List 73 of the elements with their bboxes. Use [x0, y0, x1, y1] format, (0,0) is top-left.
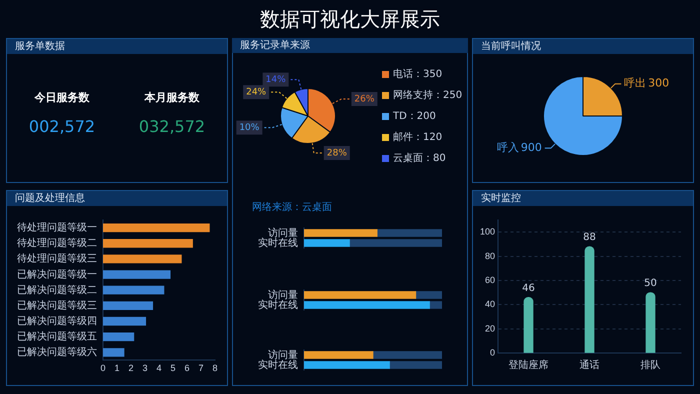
y-tick-label: 80: [485, 250, 496, 261]
chart-title: 服务记录单来源: [232, 38, 468, 53]
y-tick-label: 已解决问题等级三: [17, 299, 97, 312]
text: 10%: [239, 122, 260, 133]
bar: [103, 270, 171, 279]
bar: [103, 286, 164, 294]
slice-label: 呼出: [624, 76, 646, 90]
y-tick-label: 已解决问题等级五: [17, 330, 97, 343]
y-tick-label: 已解决问题等级六: [17, 346, 97, 358]
legend-label: 邮件：120: [393, 130, 442, 144]
x-tick-label: 登陆座席: [508, 358, 549, 371]
x-tick-label: 2: [128, 363, 134, 374]
y-tick-label: 100: [480, 226, 496, 237]
legend-label: 云桌面：80: [393, 152, 446, 165]
y-tick-label: 40: [485, 299, 496, 310]
x-tick-label: 1: [114, 363, 120, 374]
x-tick-label: 0: [100, 363, 106, 374]
x-tick-label: 4: [156, 363, 162, 374]
y-tick-label: 已解决问题等级四: [17, 315, 97, 328]
data-label: 300: [648, 76, 670, 90]
bar: [103, 254, 182, 264]
category-label: 今日服务数: [33, 90, 90, 105]
y-tick-label: 60: [485, 274, 496, 285]
x-tick-label: 通话: [580, 358, 600, 371]
data-label: 900: [520, 141, 542, 154]
y-tick-label: 待处理问题等级三: [17, 252, 97, 265]
bar: [524, 297, 534, 353]
y-tick-label: 待处理问题等级一: [17, 222, 97, 234]
y-tick-label: 已解决问题等级一: [17, 268, 97, 280]
text: 26%: [354, 94, 375, 104]
bar: [103, 316, 146, 326]
legend-label: 电话：350: [393, 68, 442, 81]
x-tick-label: 5: [170, 363, 176, 374]
y-tick-label: 实时在线: [258, 358, 298, 371]
y-tick-label: 待处理问题等级二: [17, 237, 97, 250]
category-label: 本月服务数: [143, 90, 200, 105]
bar: [103, 301, 154, 310]
y-tick-label: 实时在线: [258, 236, 298, 249]
bar: [103, 348, 124, 357]
text: 14%: [266, 75, 286, 86]
bar: [103, 223, 210, 232]
y-tick-label: 访问量: [268, 226, 298, 239]
bar: [103, 332, 134, 342]
slice-label: 呼入: [496, 141, 519, 154]
data-label: 88: [583, 232, 596, 244]
data-label: 46: [522, 282, 535, 294]
bar: [584, 246, 594, 353]
y-tick-label: 实时在线: [258, 298, 298, 311]
legend-label: 网络支持：250: [393, 88, 462, 102]
text: 24%: [246, 87, 267, 98]
text: 28%: [326, 148, 348, 158]
data-label: 50: [644, 278, 657, 290]
text: 002,572: [28, 117, 96, 136]
y-tick-label: 20: [485, 323, 496, 334]
x-tick-label: 7: [198, 363, 204, 374]
text: 032,572: [138, 117, 206, 136]
text: 服务单数据: [7, 39, 227, 54]
legend-label: TD：200: [393, 110, 436, 123]
text: 数据可视化大屏展示: [259, 6, 441, 33]
chart-title: 问题及处理信息: [7, 191, 227, 206]
chart-title: 网络来源：云桌面: [251, 200, 333, 215]
x-tick-label: 3: [142, 363, 148, 374]
bar: [103, 239, 193, 248]
y-tick-label: 访问量: [268, 348, 298, 361]
y-tick-label: 已解决问题等级二: [17, 284, 97, 296]
bar: [646, 292, 656, 353]
x-tick-label: 6: [184, 363, 190, 374]
y-tick-label: 0: [490, 347, 496, 358]
chart-title: 实时监控: [473, 191, 693, 206]
x-tick-label: 8: [212, 363, 218, 374]
chart-title: 当前呼叫情况: [473, 39, 693, 54]
y-tick-label: 访问量: [268, 288, 298, 301]
x-tick-label: 排队: [640, 358, 661, 371]
